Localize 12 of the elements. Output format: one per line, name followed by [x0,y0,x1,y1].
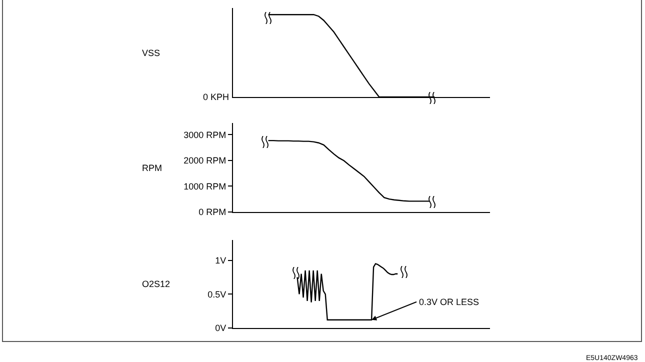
y-axis-title: O2S12 [142,279,170,289]
y-axis-title: VSS [142,48,160,58]
y-tick-label: 2000 RPM [184,156,226,166]
y-tick-label: 3000 RPM [184,130,226,140]
y-tick-label: 0 RPM [198,207,226,218]
y-tick-label: 0V [215,323,226,334]
annotation: 0.3V OR LESS [419,297,480,307]
y-tick-label: 0.5V [208,289,226,300]
y-tick-label: 1V [215,255,226,266]
text: 0 KPH [203,92,230,102]
y-axis-title: RPM [142,163,162,173]
y-tick-label: 1000 RPM [184,181,226,192]
